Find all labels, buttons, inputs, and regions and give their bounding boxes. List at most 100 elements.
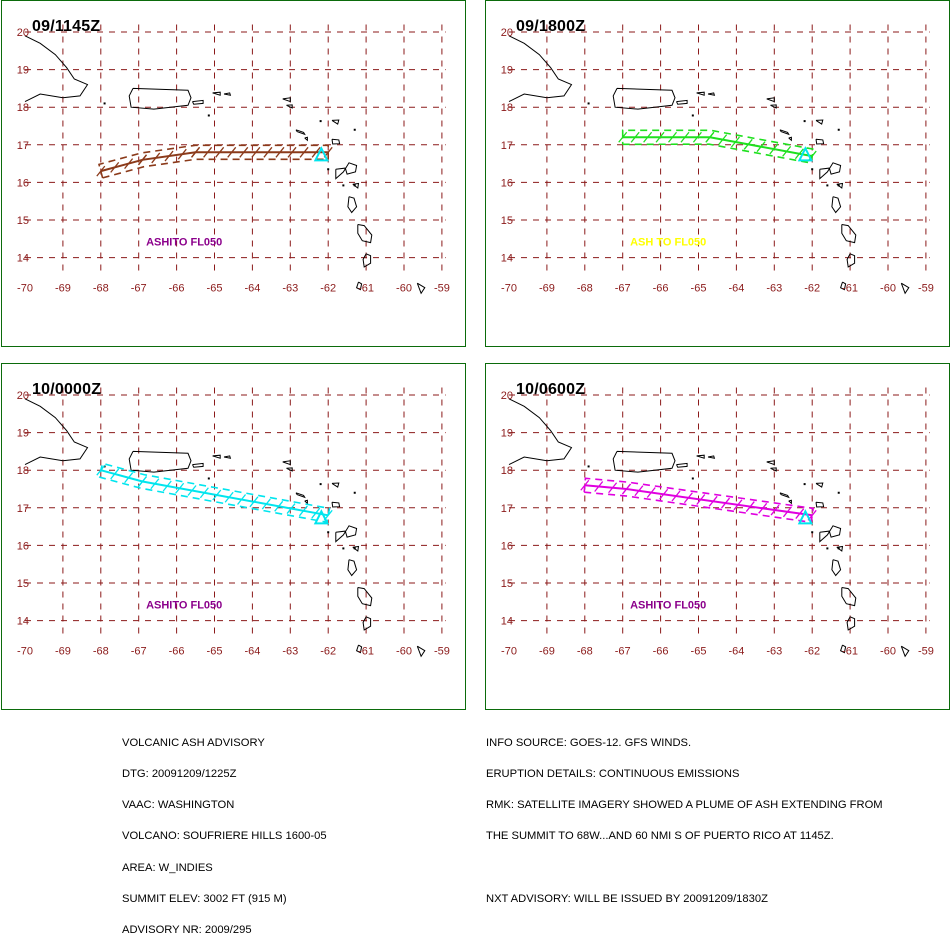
plume-centerline xyxy=(584,484,813,517)
advisory-line: THE SUMMIT TO 68W...AND 60 NMI S OF PUER… xyxy=(486,830,834,843)
lon-tick-label: -68 xyxy=(577,283,593,295)
coastline xyxy=(416,645,426,658)
volcano-icon xyxy=(313,146,329,162)
lon-tick-label: -63 xyxy=(766,283,782,295)
ash-level-label: ASH TO FL050 xyxy=(630,236,706,248)
coastline xyxy=(612,87,676,110)
lon-tick-label: -64 xyxy=(728,646,744,658)
ash-plume xyxy=(96,144,333,179)
coastline xyxy=(900,645,910,658)
coastline xyxy=(295,129,306,136)
coastline xyxy=(304,499,308,505)
coastline xyxy=(779,129,790,136)
coastline xyxy=(788,499,792,505)
graticule xyxy=(25,387,446,640)
coastline xyxy=(815,501,825,508)
lon-tick-label: -69 xyxy=(539,646,555,658)
lat-tick-label: 18 xyxy=(501,465,513,477)
islet xyxy=(826,184,829,187)
lon-tick-label: -59 xyxy=(434,646,450,658)
plume-outline xyxy=(98,462,331,524)
lon-tick-label: -61 xyxy=(358,283,374,295)
coastline xyxy=(355,644,363,654)
lon-tick-label: -66 xyxy=(653,283,669,295)
lon-tick-label: -65 xyxy=(691,283,707,295)
islet xyxy=(353,547,356,550)
plume-outline xyxy=(621,129,815,164)
coastline xyxy=(223,455,232,459)
coastline xyxy=(612,450,676,473)
map-panel-1: 20 19 18 17 16 15 14 -70 -69 -68 -67 -66 -65 -64 -63 -6… xyxy=(1,0,466,347)
plume-centerline xyxy=(622,136,813,158)
coastline xyxy=(676,462,688,468)
lat-tick-label: 17 xyxy=(501,503,513,515)
coastline xyxy=(846,253,856,268)
lat-tick-label: 15 xyxy=(17,578,29,590)
coastline xyxy=(212,91,221,96)
lon-tick-label: -69 xyxy=(55,646,71,658)
lon-tick-label: -69 xyxy=(55,283,71,295)
lat-tick-label: 15 xyxy=(501,578,513,590)
lon-tick-label: -60 xyxy=(396,646,412,658)
ash-plume xyxy=(618,129,817,164)
coastline xyxy=(815,138,825,145)
lon-tick-label: -62 xyxy=(320,646,336,658)
advisory-line: RMK: SATELLITE IMAGERY SHOWED A PLUME OF… xyxy=(486,799,883,812)
map-canvas-2: 20 19 18 17 16 15 14 -70 -69 -68 -67 -66 -65 -64 -63 -6… xyxy=(501,24,934,295)
tick-labels: 20 19 18 17 16 15 14 -70 -69 -68 -67 -66 -65 -64 -63 -6… xyxy=(501,390,934,658)
coastline xyxy=(788,136,792,142)
lon-tick-label: -67 xyxy=(131,646,147,658)
coastlines xyxy=(24,398,426,658)
lat-tick-label: 14 xyxy=(501,253,513,265)
lat-tick-label: 17 xyxy=(17,503,29,515)
advisory-text-right: INFO SOURCE: GOES-12. GFS WINDS. ERUPTIO… xyxy=(486,717,883,915)
islet xyxy=(837,547,840,550)
map-panel-4: 20 19 18 17 16 15 14 -70 -69 -68 -67 -66 -65 -64 -63 -6… xyxy=(485,363,950,710)
coastline xyxy=(839,644,847,654)
coastline xyxy=(815,482,824,488)
islet xyxy=(837,128,840,131)
lat-tick-label: 15 xyxy=(501,215,513,227)
coastline xyxy=(295,492,306,499)
lon-tick-label: -62 xyxy=(320,283,336,295)
lon-tick-label: -62 xyxy=(804,646,820,658)
lon-tick-label: -63 xyxy=(282,646,298,658)
lon-tick-label: -61 xyxy=(842,646,858,658)
advisory-line: VOLCANIC ASH ADVISORY xyxy=(122,736,265,749)
lat-tick-label: 19 xyxy=(17,65,29,77)
lat-tick-label: 20 xyxy=(17,27,29,39)
lon-tick-label: -68 xyxy=(93,283,109,295)
advisory-line: SUMMIT ELEV: 3002 FT (915 M) xyxy=(122,892,287,905)
islet xyxy=(587,102,590,105)
tick-labels: 20 19 18 17 16 15 14 -70 -69 -68 -67 -66 -65 -64 -63 -6… xyxy=(501,27,934,295)
lon-tick-label: -61 xyxy=(358,646,374,658)
lat-tick-label: 19 xyxy=(501,65,513,77)
map-canvas-4: 20 19 18 17 16 15 14 -70 -69 -68 -67 -66 -65 -64 -63 -6… xyxy=(501,387,934,658)
ash-level-label: ASHITO FL050 xyxy=(630,599,706,611)
lon-tick-label: -66 xyxy=(653,646,669,658)
lon-tick-label: -60 xyxy=(880,646,896,658)
coastline xyxy=(779,492,790,499)
coastlines xyxy=(24,35,426,295)
coastline xyxy=(331,501,341,508)
plume-outline xyxy=(583,477,815,524)
coastline xyxy=(831,196,842,214)
lat-tick-label: 14 xyxy=(501,616,513,628)
advisory-line: VAAC: WASHINGTON xyxy=(122,799,235,812)
coastline xyxy=(357,224,373,244)
advisory-line: DTG: 20091209/1225Z xyxy=(122,768,237,781)
lon-tick-label: -65 xyxy=(207,283,223,295)
advisory-line: VOLCANO: SOUFRIERE HILLS 1600-05 xyxy=(122,830,327,843)
lat-tick-label: 16 xyxy=(501,177,513,189)
islet xyxy=(803,120,806,123)
coastline xyxy=(770,104,777,109)
islet xyxy=(327,168,330,171)
tick-labels: 20 19 18 17 16 15 14 -70 -69 -68 -67 -66 -65 -64 -63 -6… xyxy=(17,390,450,658)
islet xyxy=(342,547,345,550)
lon-tick-label: -67 xyxy=(131,283,147,295)
lon-tick-label: -62 xyxy=(804,283,820,295)
lat-tick-label: 18 xyxy=(501,102,513,114)
coastline xyxy=(900,282,910,295)
advisory-text-left: VOLCANIC ASH ADVISORY DTG: 20091209/1225… xyxy=(122,717,327,946)
lat-tick-label: 18 xyxy=(17,465,29,477)
